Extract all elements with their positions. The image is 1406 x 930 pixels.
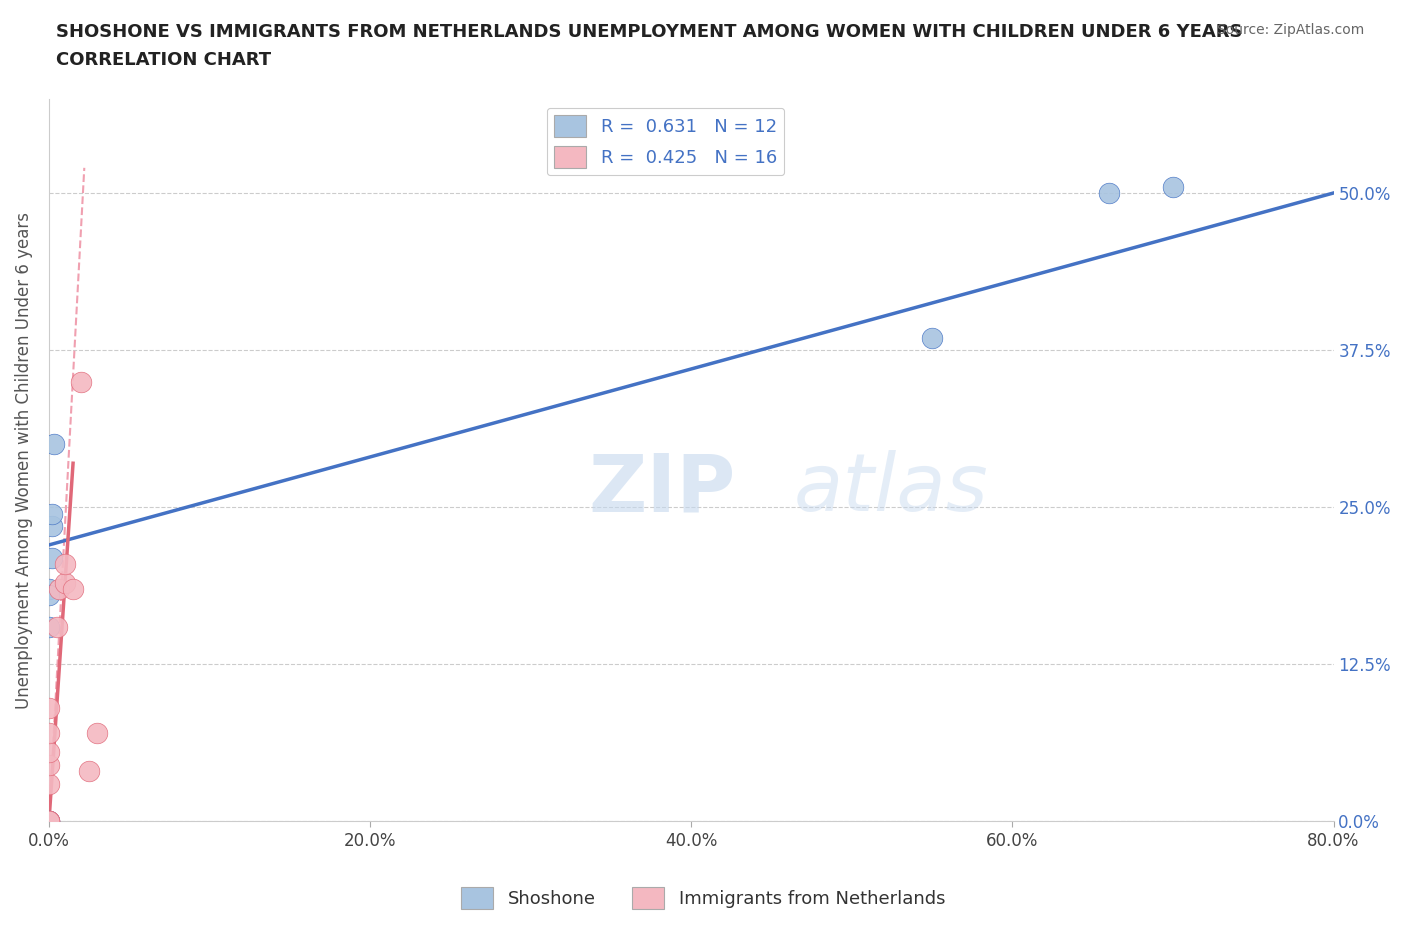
Legend: Shoshone, Immigrants from Netherlands: Shoshone, Immigrants from Netherlands (454, 880, 952, 916)
Text: CORRELATION CHART: CORRELATION CHART (56, 51, 271, 69)
Point (38, 619, 60, 634)
Point (46, 619, 69, 634)
Legend: R =  0.631   N = 12, R =  0.425   N = 16: R = 0.631 N = 12, R = 0.425 N = 16 (547, 108, 785, 175)
Point (1098, 186, 1121, 201)
Point (41, 550, 63, 565)
Point (921, 330, 943, 345)
Y-axis label: Unemployment Among Women with Children Under 6 years: Unemployment Among Women with Children U… (15, 212, 32, 709)
Point (53, 556, 76, 571)
Point (53, 576, 76, 591)
Point (48, 581, 70, 596)
Text: SHOSHONE VS IMMIGRANTS FROM NETHERLANDS UNEMPLOYMENT AMONG WOMEN WITH CHILDREN U: SHOSHONE VS IMMIGRANTS FROM NETHERLANDS … (56, 23, 1243, 41)
Point (38, 814, 60, 829)
Point (38, 588, 60, 603)
Point (38, 581, 60, 596)
Point (70, 374, 93, 389)
Point (38, 757, 60, 772)
Point (38, 701, 60, 716)
Point (62, 581, 84, 596)
Point (38, 745, 60, 760)
Point (38, 814, 60, 829)
Point (41, 519, 63, 534)
Text: Source: ZipAtlas.com: Source: ZipAtlas.com (1216, 23, 1364, 37)
Point (42, 437, 65, 452)
Point (77, 764, 100, 778)
Point (86, 726, 108, 741)
Point (1161, 179, 1184, 194)
Point (38, 777, 60, 791)
Text: ZIP: ZIP (589, 450, 735, 528)
Point (41, 506, 63, 521)
Point (38, 726, 60, 741)
Text: atlas: atlas (794, 450, 988, 528)
Point (38, 814, 60, 829)
Point (38, 814, 60, 829)
Point (38, 814, 60, 829)
